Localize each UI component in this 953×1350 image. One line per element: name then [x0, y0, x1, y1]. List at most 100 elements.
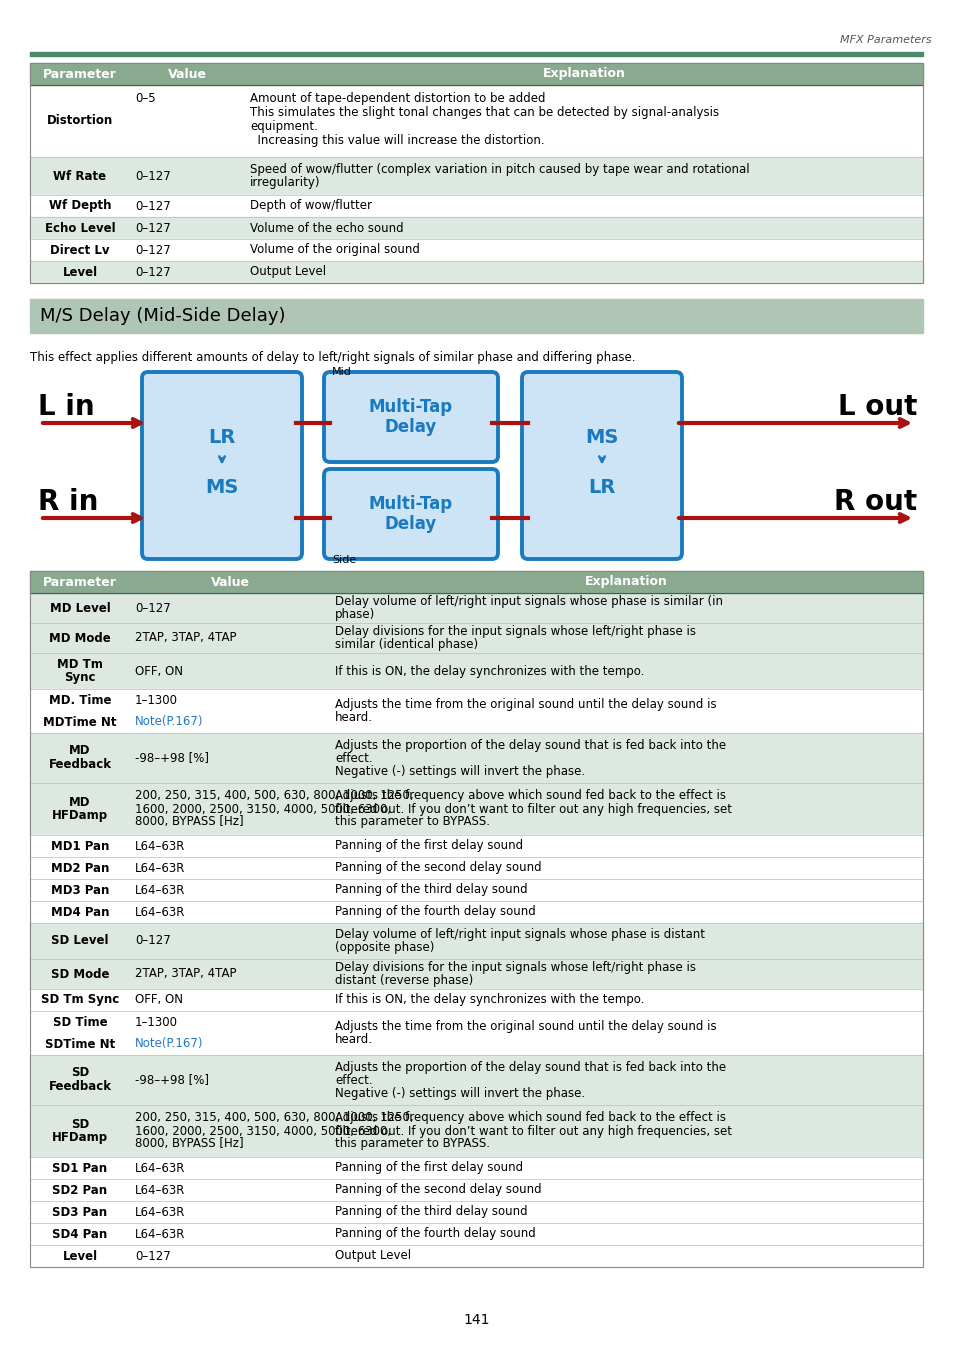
- Text: 8000, BYPASS [Hz]: 8000, BYPASS [Hz]: [135, 1138, 243, 1150]
- Text: MD2 Pan: MD2 Pan: [51, 861, 109, 875]
- Text: LR: LR: [588, 478, 615, 497]
- Text: MD Level: MD Level: [50, 602, 111, 614]
- Text: Feedback: Feedback: [49, 759, 112, 771]
- Text: Output Level: Output Level: [250, 266, 326, 278]
- Text: MD Mode: MD Mode: [49, 632, 111, 644]
- Text: Panning of the second delay sound: Panning of the second delay sound: [335, 1184, 541, 1196]
- Text: Multi-Tap: Multi-Tap: [369, 398, 453, 416]
- Text: 8000, BYPASS [Hz]: 8000, BYPASS [Hz]: [135, 815, 243, 829]
- Text: Output Level: Output Level: [335, 1250, 411, 1262]
- Text: 2TAP, 3TAP, 4TAP: 2TAP, 3TAP, 4TAP: [135, 968, 236, 980]
- Text: MS: MS: [585, 428, 618, 447]
- Text: Negative (-) settings will invert the phase.: Negative (-) settings will invert the ph…: [335, 1087, 584, 1099]
- Text: MD: MD: [70, 795, 91, 809]
- Text: Value: Value: [211, 575, 250, 589]
- Text: L out: L out: [837, 393, 916, 421]
- Text: Side: Side: [332, 555, 355, 566]
- Text: Direct Lv: Direct Lv: [51, 243, 110, 256]
- Bar: [30, 239, 923, 261]
- Text: Wf Depth: Wf Depth: [49, 200, 112, 212]
- Bar: [30, 836, 923, 857]
- Text: HFDamp: HFDamp: [51, 810, 108, 822]
- Text: Panning of the third delay sound: Panning of the third delay sound: [335, 883, 527, 896]
- FancyBboxPatch shape: [521, 373, 681, 559]
- Text: MD Tm: MD Tm: [57, 657, 103, 671]
- Text: 0–127: 0–127: [135, 221, 171, 235]
- Text: SD Tm Sync: SD Tm Sync: [41, 994, 119, 1007]
- Text: Adjusts the frequency above which sound fed back to the effect is: Adjusts the frequency above which sound …: [335, 1111, 725, 1125]
- Text: SD Time: SD Time: [52, 1015, 107, 1029]
- Text: L64–63R: L64–63R: [135, 1206, 185, 1219]
- Text: MD3 Pan: MD3 Pan: [51, 883, 109, 896]
- Text: MD1 Pan: MD1 Pan: [51, 840, 109, 852]
- Text: similar (identical phase): similar (identical phase): [335, 639, 477, 651]
- FancyBboxPatch shape: [324, 468, 497, 559]
- Text: R out: R out: [833, 487, 916, 516]
- Text: Value: Value: [168, 68, 207, 81]
- Bar: [30, 1054, 923, 1106]
- Bar: [30, 857, 923, 879]
- Text: Wf Rate: Wf Rate: [53, 170, 107, 182]
- Text: HFDamp: HFDamp: [51, 1131, 108, 1145]
- FancyBboxPatch shape: [324, 373, 497, 462]
- Text: Delay divisions for the input signals whose left/right phase is: Delay divisions for the input signals wh…: [335, 961, 696, 973]
- Text: OFF, ON: OFF, ON: [135, 664, 183, 678]
- Text: 0–127: 0–127: [135, 602, 171, 614]
- Text: 1–1300: 1–1300: [135, 694, 178, 706]
- Bar: [30, 1223, 923, 1245]
- Bar: [30, 958, 923, 990]
- Bar: [30, 593, 923, 622]
- Bar: [30, 733, 923, 783]
- Text: Adjusts the time from the original sound until the delay sound is: Adjusts the time from the original sound…: [335, 1021, 716, 1033]
- Text: effect.: effect.: [335, 752, 373, 764]
- Text: Level: Level: [62, 1250, 97, 1262]
- Text: MD. Time: MD. Time: [49, 694, 112, 706]
- Bar: [30, 1011, 923, 1033]
- Text: 0–127: 0–127: [135, 170, 171, 182]
- Text: This simulates the slight tonal changes that can be detected by signal-analysis: This simulates the slight tonal changes …: [250, 107, 719, 119]
- Text: MS: MS: [205, 478, 238, 497]
- Text: 0–127: 0–127: [135, 1250, 171, 1262]
- Text: Feedback: Feedback: [49, 1080, 112, 1094]
- Text: 1600, 2000, 2500, 3150, 4000, 5000, 6300,: 1600, 2000, 2500, 3150, 4000, 5000, 6300…: [135, 1125, 391, 1138]
- Bar: [30, 261, 923, 284]
- Bar: [30, 1202, 923, 1223]
- Text: MFX Parameters: MFX Parameters: [840, 35, 931, 45]
- Bar: [30, 990, 923, 1011]
- Text: Adjusts the proportion of the delay sound that is fed back into the: Adjusts the proportion of the delay soun…: [335, 1061, 725, 1073]
- Text: SD3 Pan: SD3 Pan: [52, 1206, 108, 1219]
- Text: Panning of the fourth delay sound: Panning of the fourth delay sound: [335, 906, 536, 918]
- Text: 0–5: 0–5: [135, 92, 155, 105]
- Text: L64–63R: L64–63R: [135, 906, 185, 918]
- Text: Panning of the first delay sound: Panning of the first delay sound: [335, 840, 522, 852]
- Text: Panning of the third delay sound: Panning of the third delay sound: [335, 1206, 527, 1219]
- Bar: [30, 711, 923, 733]
- Bar: [30, 85, 923, 157]
- Text: 0–127: 0–127: [135, 266, 171, 278]
- Text: Panning of the second delay sound: Panning of the second delay sound: [335, 861, 541, 875]
- Text: Explanation: Explanation: [542, 68, 625, 81]
- Text: Speed of wow/flutter (complex variation in pitch caused by tape wear and rotatio: Speed of wow/flutter (complex variation …: [250, 163, 749, 176]
- Bar: [30, 217, 923, 239]
- Text: Note(P.167): Note(P.167): [135, 1038, 203, 1050]
- Text: SD: SD: [71, 1066, 89, 1080]
- Bar: [30, 63, 923, 284]
- Text: Adjusts the frequency above which sound fed back to the effect is: Adjusts the frequency above which sound …: [335, 790, 725, 802]
- Text: 0–127: 0–127: [135, 200, 171, 212]
- Text: OFF, ON: OFF, ON: [135, 994, 183, 1007]
- Text: If this is ON, the delay synchronizes with the tempo.: If this is ON, the delay synchronizes wi…: [335, 664, 643, 678]
- Text: Echo Level: Echo Level: [45, 221, 115, 235]
- Bar: [30, 1106, 923, 1157]
- Text: 0–127: 0–127: [135, 243, 171, 256]
- FancyBboxPatch shape: [142, 373, 302, 559]
- Text: 200, 250, 315, 400, 500, 630, 800, 1000, 1250,: 200, 250, 315, 400, 500, 630, 800, 1000,…: [135, 790, 414, 802]
- Bar: [30, 879, 923, 900]
- Text: L64–63R: L64–63R: [135, 840, 185, 852]
- Text: heard.: heard.: [335, 1033, 373, 1046]
- Text: Negative (-) settings will invert the phase.: Negative (-) settings will invert the ph…: [335, 764, 584, 778]
- Text: filtered out. If you don’t want to filter out any high frequencies, set: filtered out. If you don’t want to filte…: [335, 802, 731, 815]
- Text: Delay volume of left/right input signals whose phase is similar (in: Delay volume of left/right input signals…: [335, 595, 722, 608]
- Text: Volume of the echo sound: Volume of the echo sound: [250, 221, 403, 235]
- Text: SDTime Nt: SDTime Nt: [45, 1038, 115, 1050]
- Text: Parameter: Parameter: [43, 575, 117, 589]
